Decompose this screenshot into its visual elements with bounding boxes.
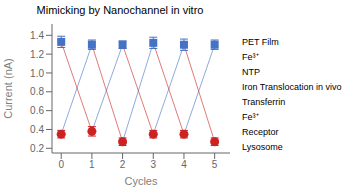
html-text:Iron Translocation in vivo: Iron Translocation in vivo: [242, 81, 342, 92]
svg-text:2: 2: [120, 159, 126, 170]
svg-text:1.4: 1.4: [30, 30, 44, 41]
svg-text:Cycles: Cycles: [124, 175, 158, 187]
html-text:Lysosome: Lysosome: [242, 141, 283, 152]
html-text:PET Film: PET Film: [242, 36, 279, 47]
html-text:NTP: NTP: [242, 66, 260, 77]
html-text:Transferrin: Transferrin: [242, 96, 286, 107]
svg-text:4: 4: [181, 159, 187, 170]
svg-text:1: 1: [89, 159, 95, 170]
html-text:Receptor: Receptor: [242, 126, 279, 137]
html-text:Fe³⁺: Fe³⁺: [242, 51, 259, 62]
svg-text:Current (nA): Current (nA): [8, 58, 14, 119]
svg-text:1.0: 1.0: [30, 68, 44, 79]
svg-text:0.6: 0.6: [30, 105, 44, 116]
svg-text:5: 5: [212, 159, 218, 170]
svg-text:1.2: 1.2: [30, 49, 44, 60]
svg-text:0.8: 0.8: [30, 86, 44, 97]
html-text:Mimicking by Nanochannel in vi: Mimicking by Nanochannel in vitro: [36, 4, 204, 16]
svg-text:3: 3: [150, 159, 156, 170]
svg-text:0.2: 0.2: [30, 143, 44, 154]
html-text:Fe³⁺: Fe³⁺: [242, 111, 259, 122]
svg-text:0.4: 0.4: [30, 124, 44, 135]
svg-text:0: 0: [58, 159, 64, 170]
